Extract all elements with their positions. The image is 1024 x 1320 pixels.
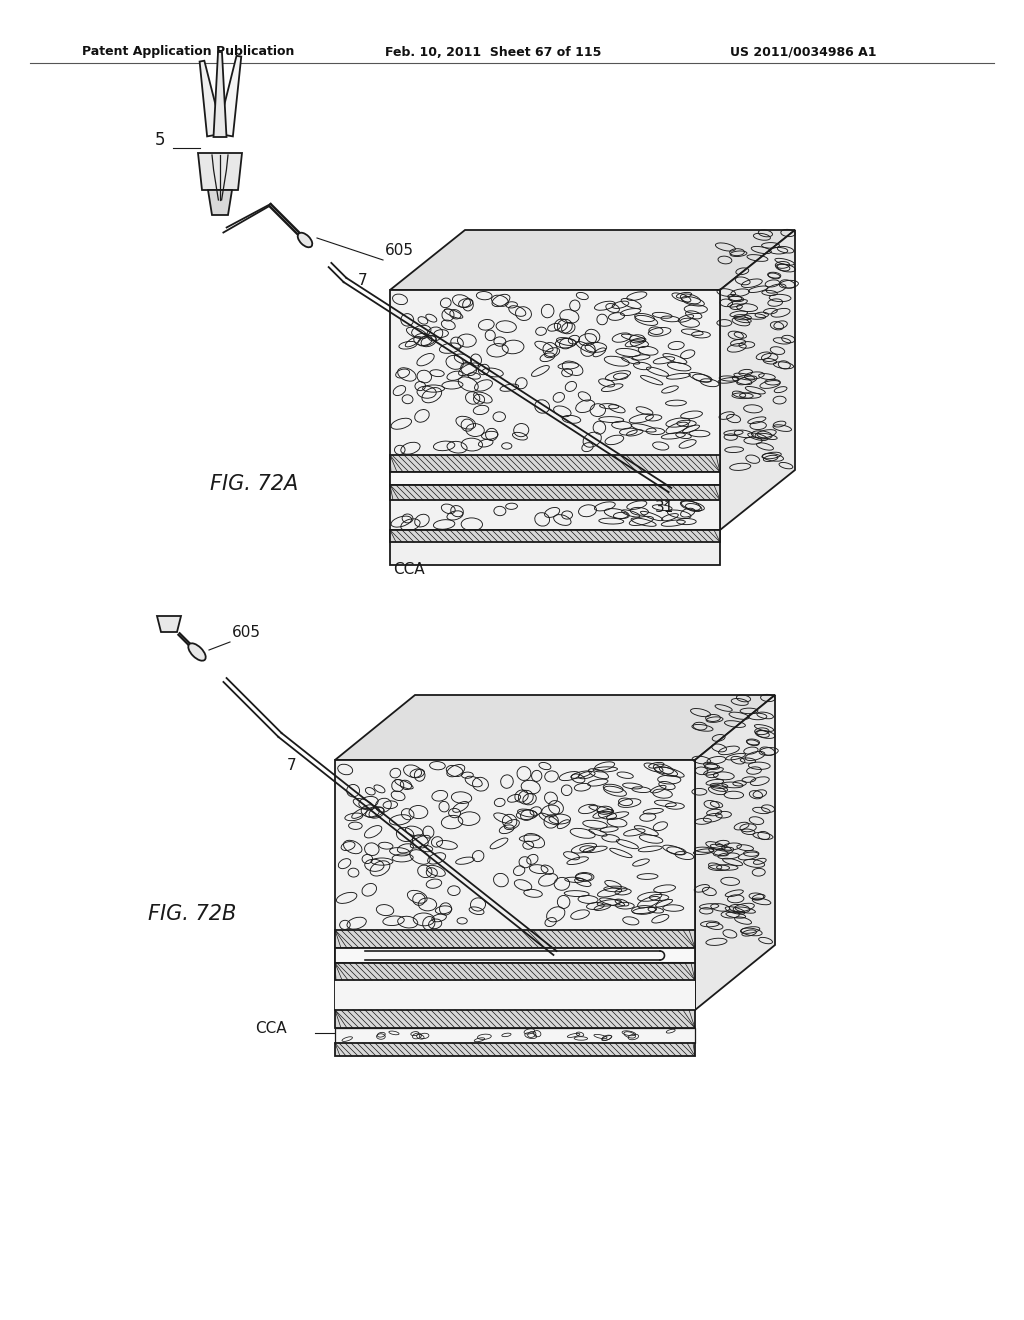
Polygon shape <box>217 55 242 136</box>
Text: 31: 31 <box>655 500 675 515</box>
Polygon shape <box>335 696 775 760</box>
Polygon shape <box>157 616 181 632</box>
Polygon shape <box>720 230 795 531</box>
Polygon shape <box>390 473 720 484</box>
Polygon shape <box>200 61 223 136</box>
Polygon shape <box>335 931 695 948</box>
Polygon shape <box>213 51 226 137</box>
Ellipse shape <box>298 232 312 247</box>
Polygon shape <box>390 531 720 565</box>
Text: 7: 7 <box>287 758 297 774</box>
Polygon shape <box>335 979 695 1010</box>
Text: CCA: CCA <box>255 1020 287 1036</box>
Text: FIG. 72A: FIG. 72A <box>210 474 298 494</box>
Polygon shape <box>390 531 720 543</box>
Text: US 2011/0034986 A1: US 2011/0034986 A1 <box>730 45 877 58</box>
Text: FIG. 72B: FIG. 72B <box>148 904 237 924</box>
Polygon shape <box>390 290 720 531</box>
Polygon shape <box>335 964 695 979</box>
Text: 7: 7 <box>358 273 368 288</box>
Polygon shape <box>198 153 242 190</box>
Text: 605: 605 <box>232 624 261 640</box>
Text: Patent Application Publication: Patent Application Publication <box>82 45 294 58</box>
Text: 5: 5 <box>155 131 166 149</box>
Ellipse shape <box>188 643 206 661</box>
Polygon shape <box>335 1010 695 1028</box>
Polygon shape <box>335 1043 695 1056</box>
Polygon shape <box>390 455 720 473</box>
Text: 19: 19 <box>570 975 590 991</box>
Text: Feb. 10, 2011  Sheet 67 of 115: Feb. 10, 2011 Sheet 67 of 115 <box>385 45 601 58</box>
Polygon shape <box>335 1028 695 1043</box>
Text: 605: 605 <box>385 243 414 257</box>
Polygon shape <box>208 190 232 215</box>
Polygon shape <box>335 948 695 964</box>
Text: CCA: CCA <box>393 562 425 578</box>
Polygon shape <box>390 230 795 290</box>
Polygon shape <box>695 696 775 1010</box>
Polygon shape <box>390 484 720 500</box>
Polygon shape <box>335 760 695 1010</box>
